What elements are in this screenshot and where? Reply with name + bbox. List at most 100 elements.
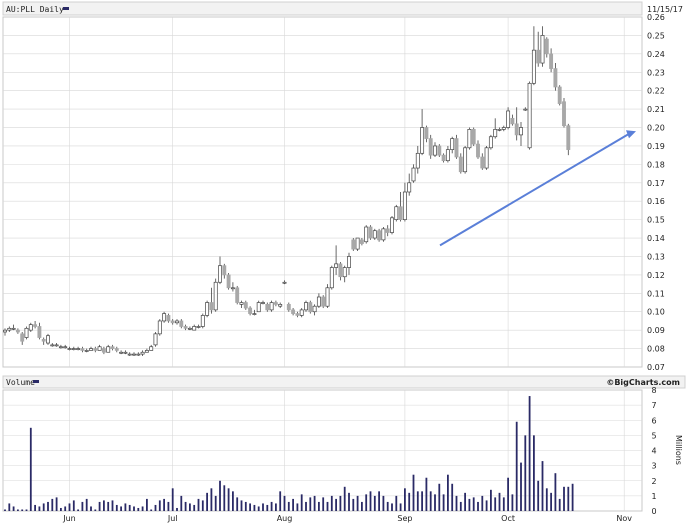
price-y-tick-label: 0.08 [647, 345, 665, 354]
volume-bar [283, 495, 286, 511]
candle-body [390, 217, 394, 233]
candle-body [562, 101, 566, 127]
price-y-tick-label: 0.16 [647, 197, 665, 206]
volume-bar [223, 485, 226, 511]
candle-body [273, 302, 278, 305]
volume-bar [330, 495, 333, 511]
candle-body [415, 152, 420, 169]
price-y-tick-label: 0.26 [647, 13, 665, 22]
volume-bar [189, 503, 191, 511]
candle-body [226, 274, 231, 289]
price-y-tick-label: 0.17 [647, 179, 665, 188]
candle-body [209, 302, 214, 311]
candle-body [484, 147, 489, 169]
volume-bar [257, 506, 260, 511]
volume-bar [12, 506, 15, 511]
price-y-tick-label: 0.19 [647, 142, 665, 151]
candle-body [549, 53, 554, 69]
volume-bar [300, 494, 303, 511]
volume-bar [180, 495, 183, 511]
candle-body [256, 302, 261, 313]
volume-bar [128, 504, 131, 511]
volume-bar [361, 501, 363, 511]
chart-date: 11/15/17 [647, 5, 683, 14]
volume-bar [382, 495, 385, 511]
volume-bar [421, 491, 423, 511]
volume-bar [498, 492, 501, 511]
volume-bar [339, 495, 342, 511]
volume-bar [94, 509, 97, 511]
candle-body [359, 239, 364, 244]
candle-body [476, 143, 480, 158]
candle-body [170, 320, 175, 324]
volume-bar [4, 509, 6, 511]
volume-bar [429, 491, 432, 511]
candle-body [3, 329, 7, 333]
volume-bar [206, 492, 208, 511]
candle-body [291, 309, 296, 314]
candle-body [394, 206, 399, 220]
candle-body [37, 326, 42, 338]
candle-body [278, 304, 283, 307]
candle-body [471, 129, 476, 145]
candle-body [213, 281, 218, 311]
volume-bar [416, 491, 419, 511]
volume-y-tick-label: 8 [651, 386, 656, 395]
candle-body [497, 129, 502, 131]
volume-bar [201, 500, 204, 511]
candle-body [230, 287, 235, 290]
candle-body [286, 304, 291, 311]
volume-bar [154, 504, 157, 511]
volume-bar [545, 488, 548, 511]
candle-body [106, 346, 111, 353]
volume-bar [524, 435, 527, 511]
candle-body [205, 302, 210, 316]
candle-body [428, 138, 433, 156]
volume-bar [184, 501, 187, 511]
price-y-tick-label: 0.11 [647, 289, 665, 298]
candle-body [540, 35, 545, 64]
volume-bar [533, 435, 535, 511]
volume-bar [511, 494, 514, 511]
volume-bar [507, 477, 509, 511]
candle-body [41, 339, 46, 342]
volume-bar [253, 504, 256, 511]
candle-body [407, 182, 412, 193]
volume-bar [537, 480, 540, 511]
volume-bar [17, 509, 19, 511]
candle-body [149, 346, 154, 351]
price-y-tick-label: 0.20 [647, 124, 665, 133]
candle-body [175, 320, 179, 324]
candle-body [50, 344, 55, 347]
volume-bar [481, 495, 484, 511]
bigcharts-watermark: ©BigCharts.com [606, 378, 680, 387]
volume-bar [47, 501, 49, 511]
candle-body [123, 351, 128, 354]
candle-body [218, 265, 222, 283]
volume-bar [141, 506, 144, 511]
candle-body [334, 263, 339, 268]
candle-body [321, 296, 326, 307]
volume-bar [322, 497, 325, 511]
volume-bar [244, 501, 247, 511]
candle-body [377, 230, 382, 241]
month-label: Jul [167, 514, 178, 523]
volume-bar [124, 503, 127, 511]
volume-bar [318, 501, 320, 511]
volume-bar [29, 427, 32, 511]
candle-body [269, 302, 274, 311]
candle-body [140, 351, 145, 355]
volume-bar [378, 491, 380, 511]
volume-y-tick-label: 2 [651, 477, 656, 486]
volume-bar [563, 486, 565, 511]
volume-bar [133, 506, 135, 511]
volume-bar [292, 498, 294, 511]
volume-bar [490, 489, 492, 511]
volume-bar [386, 501, 389, 511]
volume-bar [171, 488, 174, 511]
candle-body [433, 145, 437, 156]
volume-bar [567, 486, 570, 511]
candle-body [527, 82, 532, 149]
candle-body [200, 315, 205, 327]
candle-body [501, 127, 506, 130]
